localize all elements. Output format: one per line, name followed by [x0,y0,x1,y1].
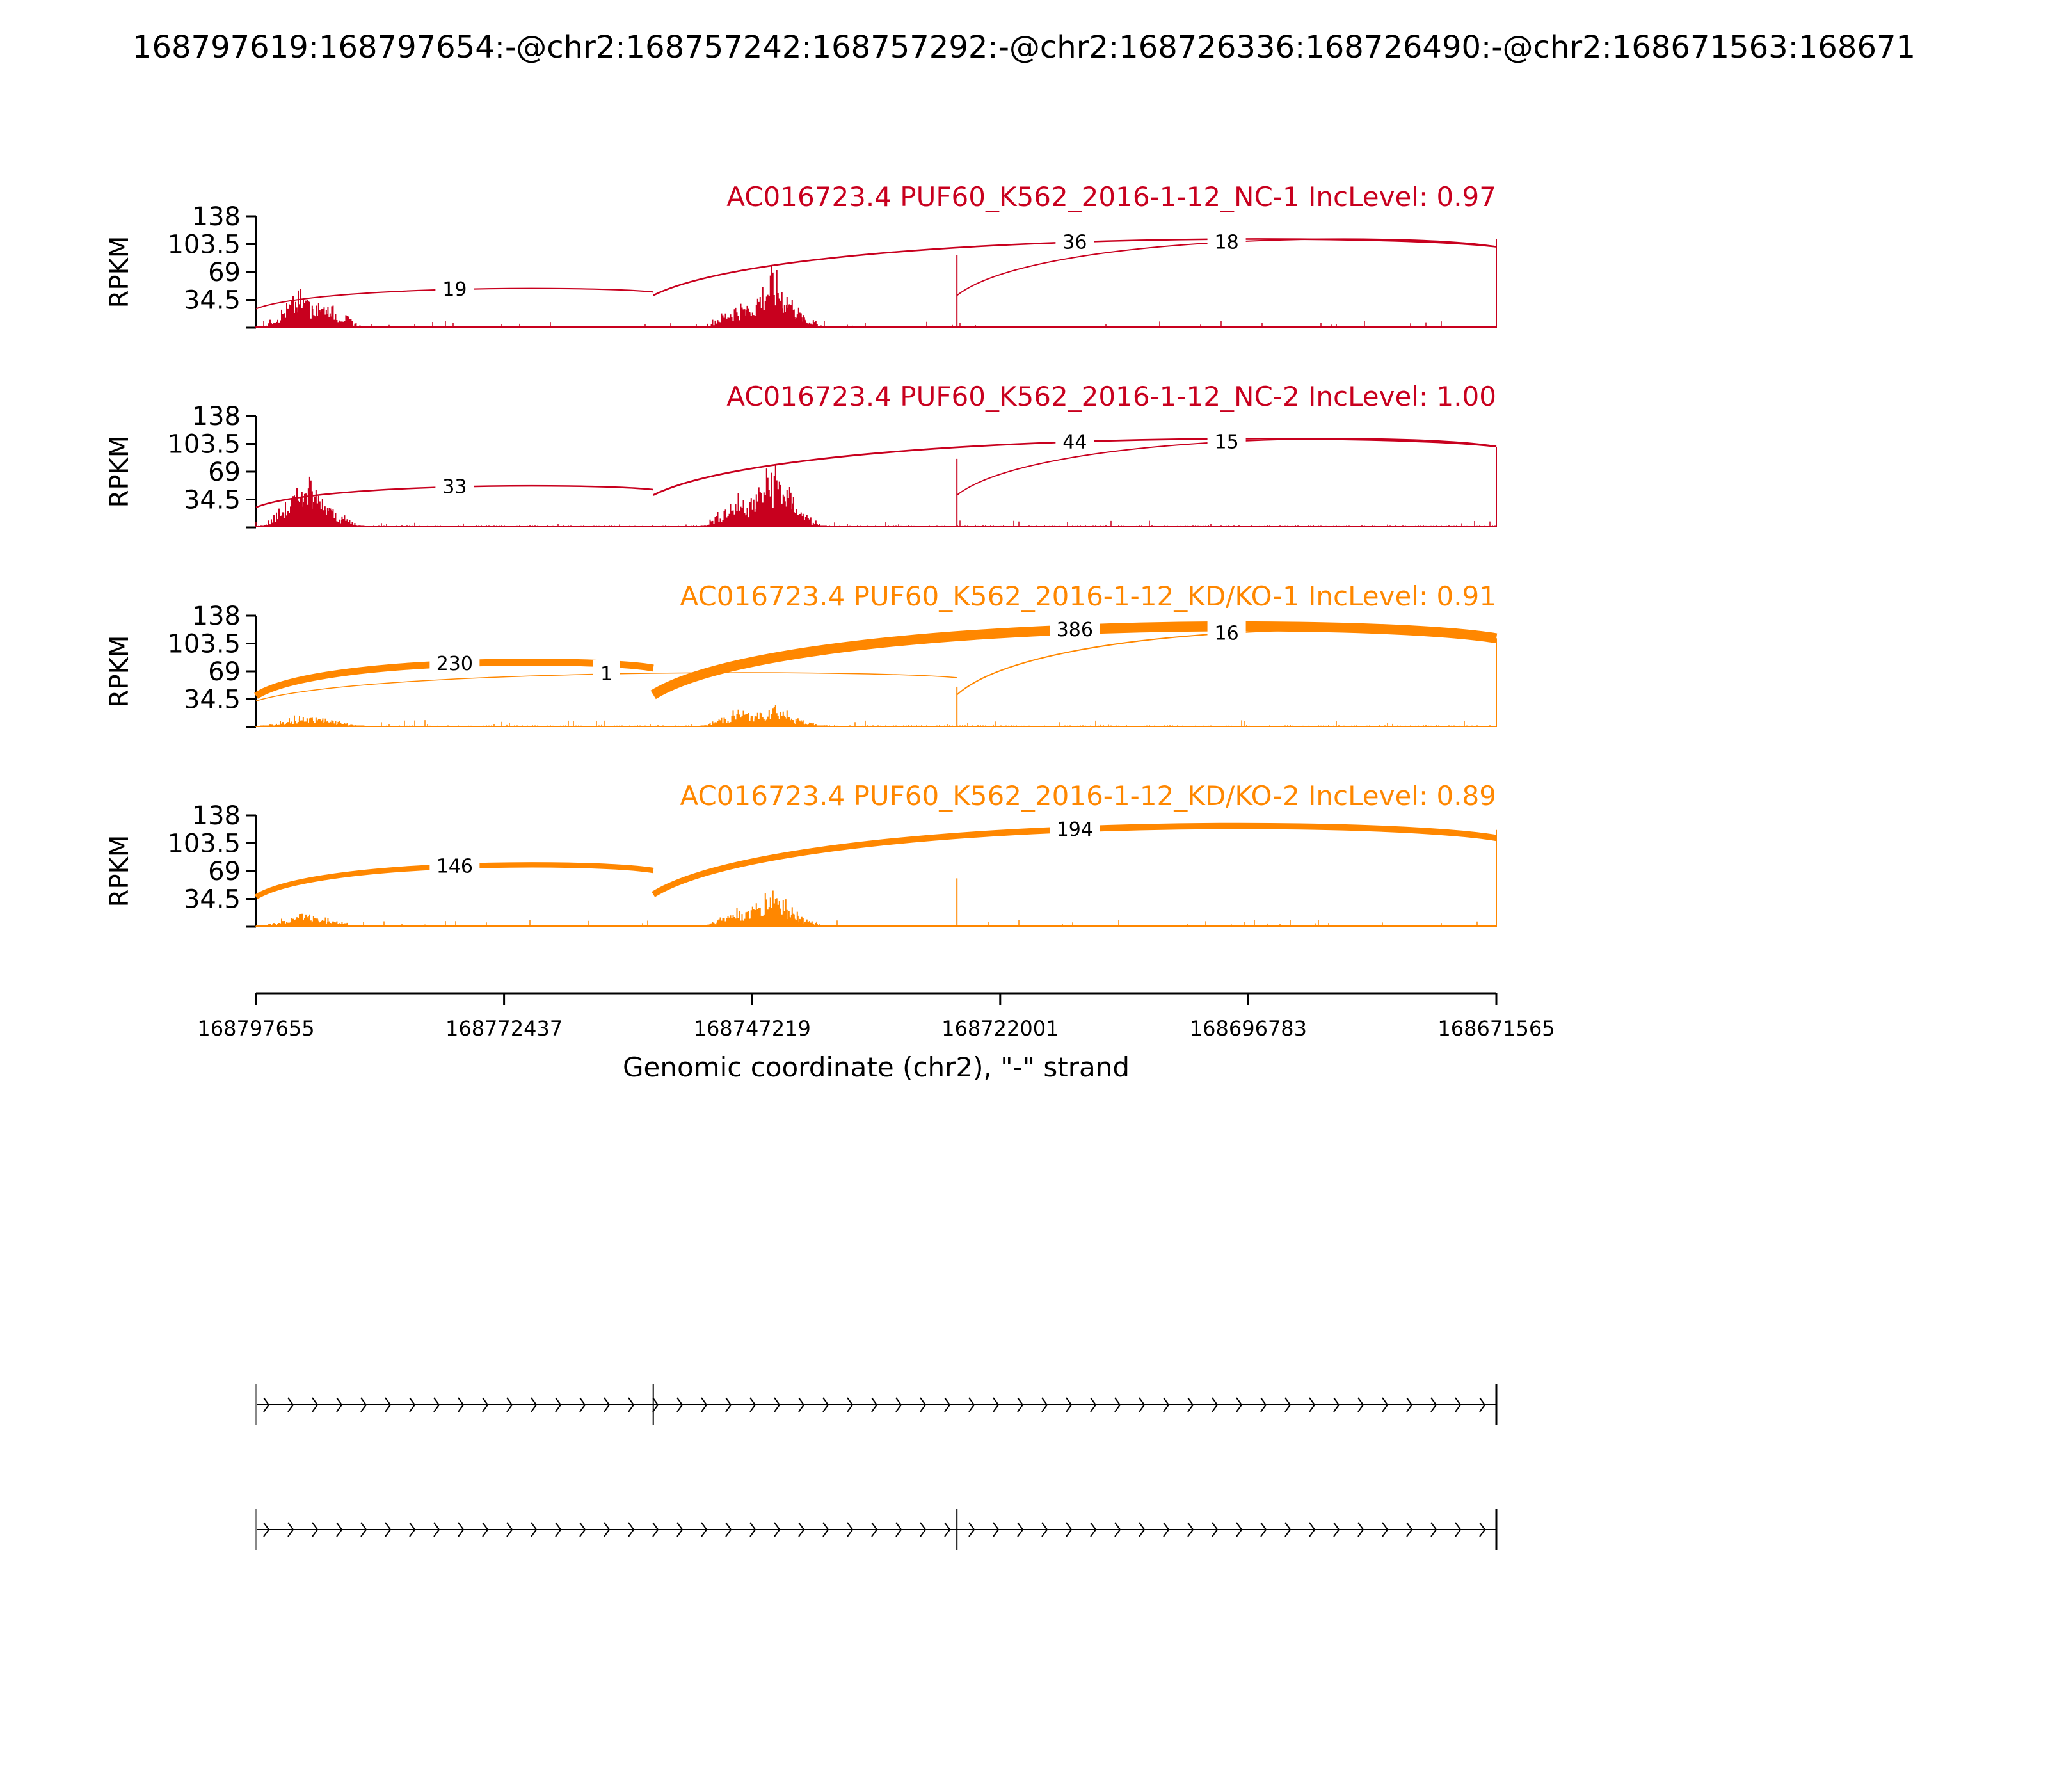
y-tick-label: 69 [208,458,241,487]
junction-count-bg [1050,815,1100,841]
y-tick-label: 138 [192,801,241,831]
x-tick-label: 168671565 [1437,1016,1555,1041]
x-tick-label: 168696783 [1190,1016,1307,1041]
junction-count: 15 [1215,431,1239,453]
y-axis-label: RPKM [105,236,134,308]
junction-count: 230 [436,653,473,675]
y-tick-label: 103.5 [167,430,241,460]
y-axis-label: RPKM [105,436,134,508]
coverage-peak [286,305,365,328]
y-axis-label: RPKM [105,636,134,708]
coverage-peak [748,911,827,927]
x-axis: 168797655 168772437 168747219 168722001 1686… [197,992,1555,1083]
junction-count-bg [1207,428,1246,454]
coverage-peak [286,508,365,527]
track-label: AC016723.4 PUF60_K562_2016-1-12_NC-1 Inc… [726,181,1496,212]
isoform-strand-arrows [263,1522,1486,1537]
junction-count-bg [1055,228,1094,254]
x-tick-label: 168722001 [941,1016,1059,1041]
junction-count-bg [1207,619,1246,645]
y-tick-label: 34.5 [184,486,241,515]
y-tick-label: 69 [208,657,241,687]
y-tick-label: 34.5 [184,885,241,915]
x-axis-label: Genomic coordinate (chr2), "-" strand [623,1052,1130,1083]
isoform-models [255,1384,1498,1550]
junction-count-bg [435,472,474,499]
junction-count: 1 [600,663,612,685]
isoform-1 [255,1384,1498,1425]
junction-count-bg [435,275,474,301]
y-tick-label: 69 [208,857,241,886]
junction-count: 36 [1062,231,1087,253]
coverage-peak [748,717,827,727]
y-tick-label: 138 [192,402,241,431]
junction-count: 194 [1057,819,1093,841]
isoform-strand-arrows [263,1397,1486,1412]
junction-count-bg [1050,615,1100,641]
track-label: AC016723.4 PUF60_K562_2016-1-12_KD/KO-2 … [680,780,1496,812]
junction-count-bg [429,852,480,878]
junction-count: 33 [442,476,467,499]
junction-count-bg [429,650,480,676]
isoform-2 [255,1509,1498,1550]
y-tick-label: 138 [192,202,241,232]
track-label: AC016723.4 PUF60_K562_2016-1-12_KD/KO-1 … [680,580,1496,612]
y-tick-label: 103.5 [167,829,241,859]
y-tick-label: 34.5 [184,685,241,715]
figure-title: 168797619:168797654:-@chr2:168757242:168… [132,29,1916,65]
y-tick-label: 34.5 [184,286,241,316]
y-tick-label: 138 [192,602,241,631]
junction-count: 386 [1057,619,1093,641]
junction-count-bg [1055,428,1094,454]
y-tick-label: 103.5 [167,230,241,260]
junction-count: 44 [1062,431,1087,453]
junction-count-bg [1207,228,1246,254]
junction-count-bg [593,660,620,686]
coverage-peak [286,718,365,727]
y-tick-label: 103.5 [167,630,241,659]
x-tick-label: 168747219 [694,1016,811,1041]
junction-count: 18 [1215,231,1239,253]
coverage-peak [748,304,827,328]
y-tick-label: 69 [208,258,241,287]
coverage-peak [286,917,365,927]
coverage-peak [748,501,827,527]
junction-count: 16 [1215,622,1239,644]
x-tick-label: 168797655 [197,1016,314,1041]
track-label: AC016723.4 PUF60_K562_2016-1-12_NC-2 Inc… [726,381,1496,412]
junction-count: 19 [442,278,467,301]
y-axis-label: RPKM [105,835,134,908]
junction-count: 146 [436,856,473,878]
x-tick-label: 168772437 [445,1016,563,1041]
